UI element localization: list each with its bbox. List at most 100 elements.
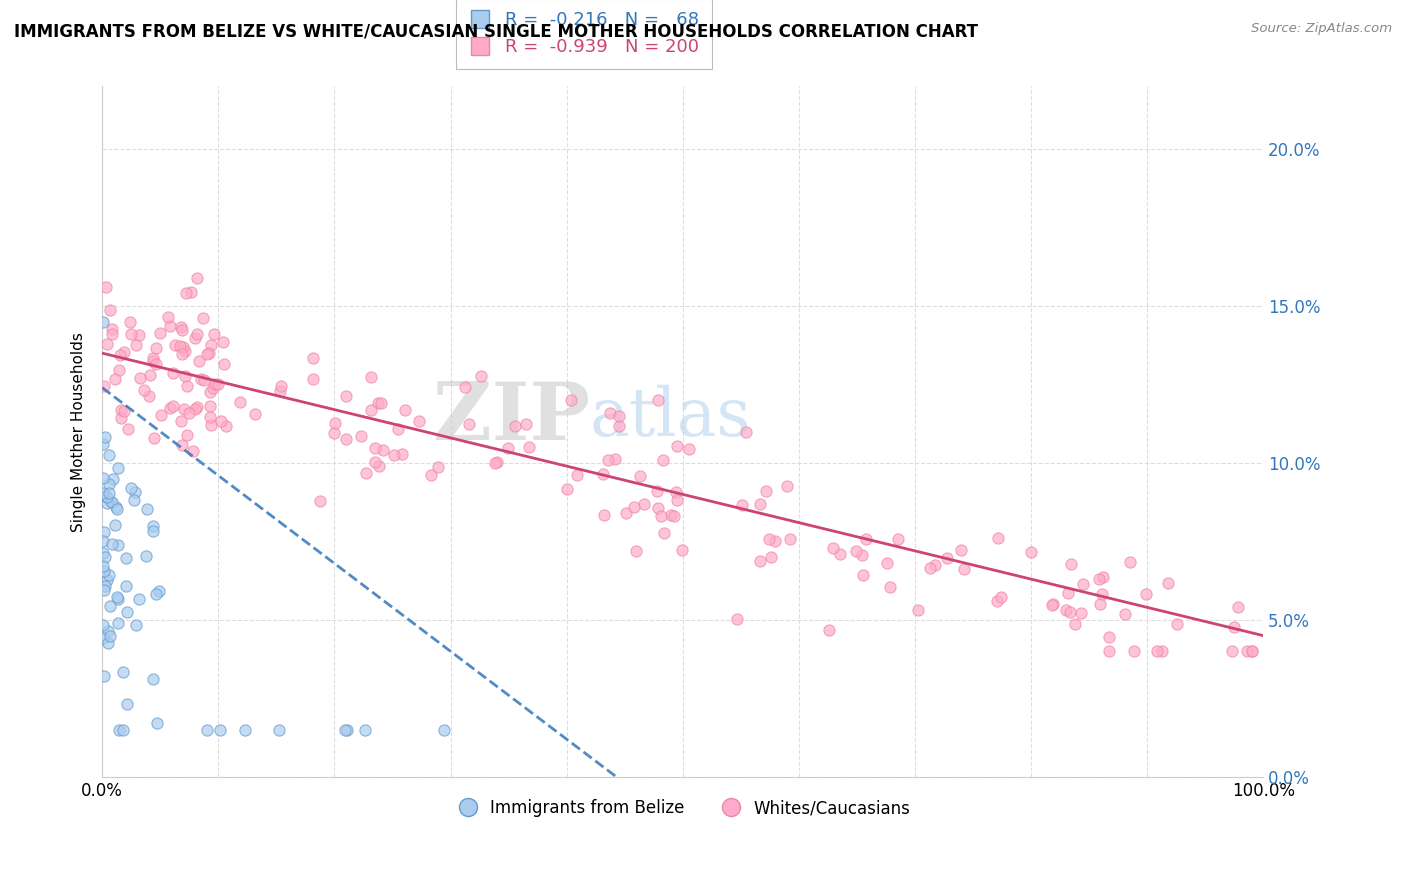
Point <box>149 326 172 340</box>
Point <box>181 443 204 458</box>
Point <box>614 506 637 520</box>
Point <box>243 407 266 421</box>
Point <box>1057 586 1080 600</box>
Point <box>309 493 332 508</box>
Point <box>195 723 218 737</box>
Point <box>112 344 135 359</box>
Point <box>150 409 173 423</box>
Point <box>748 554 770 568</box>
Text: ZIP: ZIP <box>433 379 591 457</box>
Point <box>845 544 868 558</box>
Point <box>202 327 225 342</box>
Point <box>172 340 194 354</box>
Point <box>394 402 416 417</box>
Point <box>302 351 325 366</box>
Point <box>1070 606 1092 620</box>
Point <box>98 493 121 508</box>
Point <box>162 366 184 380</box>
Point <box>828 547 851 561</box>
Point <box>198 385 221 400</box>
Point <box>209 414 232 428</box>
Point <box>987 532 1010 546</box>
Point <box>142 672 165 686</box>
Point <box>952 562 974 576</box>
Point <box>96 490 118 504</box>
Point <box>104 500 127 514</box>
Point <box>145 341 167 355</box>
Point <box>1236 644 1258 658</box>
Point <box>725 612 748 626</box>
Point <box>360 370 382 384</box>
Point <box>169 414 191 428</box>
Point <box>183 401 205 416</box>
Point <box>200 337 222 351</box>
Point <box>93 564 115 578</box>
Point <box>876 557 898 571</box>
Point <box>650 509 672 524</box>
Point <box>662 508 685 523</box>
Point <box>93 524 115 539</box>
Point <box>645 483 668 498</box>
Point <box>115 605 138 619</box>
Point <box>229 395 252 409</box>
Point <box>138 389 160 403</box>
Point <box>1223 620 1246 634</box>
Point <box>176 428 198 442</box>
Point <box>887 532 910 546</box>
Point <box>142 518 165 533</box>
Point <box>470 368 492 383</box>
Point <box>607 418 630 433</box>
Point <box>1098 630 1121 644</box>
Point <box>125 338 148 352</box>
Point <box>96 574 118 588</box>
Point <box>93 471 115 485</box>
Point <box>821 541 844 555</box>
Point <box>763 534 786 549</box>
Point <box>387 422 409 436</box>
Point <box>208 723 231 737</box>
Point <box>93 489 115 503</box>
Point <box>204 377 226 392</box>
Point <box>107 461 129 475</box>
Point <box>94 549 117 564</box>
Text: Source: ZipAtlas.com: Source: ZipAtlas.com <box>1251 22 1392 36</box>
Point <box>198 409 221 424</box>
Point <box>145 358 167 372</box>
Point <box>170 320 193 334</box>
Point <box>1114 607 1136 622</box>
Point <box>350 429 373 443</box>
Point <box>96 496 118 510</box>
Point <box>101 321 124 335</box>
Point <box>735 425 758 440</box>
Point <box>120 315 142 329</box>
Point <box>93 315 115 329</box>
Point <box>907 602 929 616</box>
Point <box>1135 587 1157 601</box>
Point <box>97 568 120 582</box>
Point <box>177 406 200 420</box>
Point <box>755 484 778 499</box>
Point <box>1042 597 1064 611</box>
Point <box>100 537 122 551</box>
Point <box>1166 616 1188 631</box>
Point <box>654 525 676 540</box>
Point <box>666 439 689 453</box>
Point <box>169 339 191 353</box>
Point <box>93 430 115 444</box>
Point <box>93 631 115 645</box>
Point <box>129 370 152 384</box>
Point <box>599 406 621 420</box>
Point <box>215 419 238 434</box>
Point <box>176 379 198 393</box>
Point <box>174 285 197 300</box>
Point <box>96 337 118 351</box>
Point <box>200 418 222 433</box>
Point <box>935 550 957 565</box>
Point <box>555 482 578 496</box>
Point <box>354 466 377 480</box>
Point <box>135 549 157 563</box>
Point <box>1240 644 1263 658</box>
Point <box>120 326 142 341</box>
Point <box>98 448 121 462</box>
Point <box>1091 587 1114 601</box>
